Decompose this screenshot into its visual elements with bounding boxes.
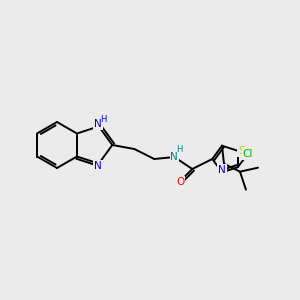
Text: S: S [238,146,245,156]
Text: H: H [100,115,107,124]
Text: N: N [218,165,226,175]
Text: Cl: Cl [242,149,253,159]
Text: N: N [94,160,102,171]
Text: N: N [170,152,178,162]
Text: N: N [94,119,102,129]
Text: O: O [176,177,184,187]
Text: H: H [176,146,182,154]
